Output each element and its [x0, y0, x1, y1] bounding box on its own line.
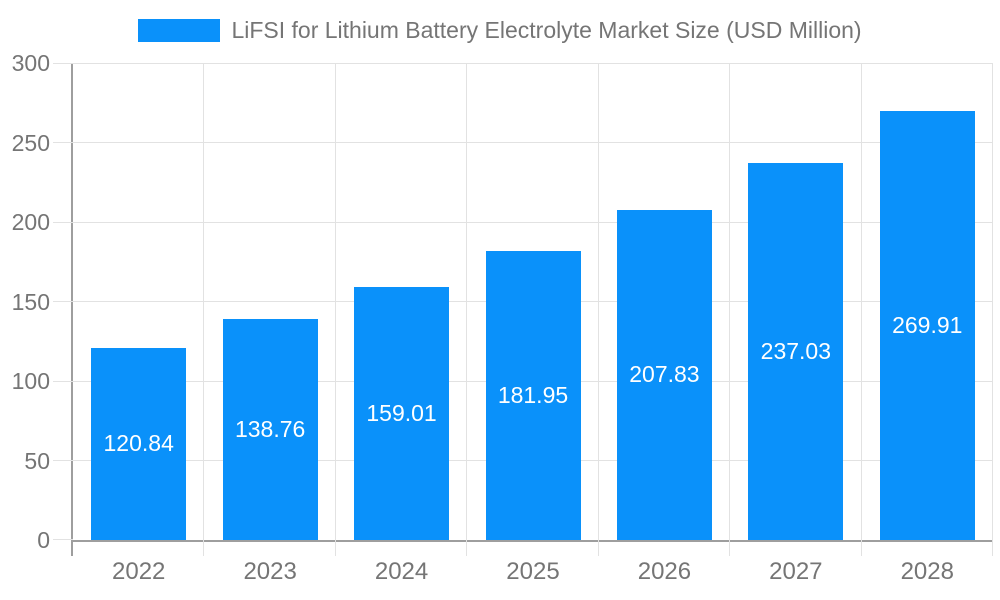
y-gridline — [53, 539, 73, 540]
x-axis-label: 2023 — [243, 558, 297, 585]
x-gridline — [466, 63, 468, 556]
bar-value-label: 269.91 — [892, 311, 963, 338]
x-gridline — [860, 63, 862, 556]
y-axis-label: 300 — [11, 50, 50, 76]
x-gridline — [729, 63, 731, 556]
legend-item[interactable]: LiFSI for Lithium Battery Electrolyte Ma… — [0, 18, 1000, 43]
legend-label: LiFSI for Lithium Battery Electrolyte Ma… — [231, 17, 862, 43]
bar: 138.76 — [222, 319, 318, 540]
x-axis-label: 2027 — [769, 558, 823, 585]
x-axis-label: 2028 — [900, 558, 954, 585]
x-gridline — [334, 63, 336, 556]
bar-value-label: 207.83 — [629, 361, 700, 388]
x-axis-label: 2022 — [112, 558, 166, 585]
x-gridline — [597, 63, 599, 556]
y-gridline — [53, 142, 993, 143]
x-axis-label: 2025 — [506, 558, 560, 585]
y-axis-tick-extension — [71, 542, 73, 556]
y-axis-label: 0 — [37, 527, 50, 553]
y-axis-label: 150 — [11, 288, 50, 315]
y-gridline — [53, 221, 993, 223]
y-axis-label: 250 — [11, 129, 50, 156]
x-axis-label: 2024 — [374, 558, 429, 585]
bar: 181.95 — [485, 250, 581, 540]
x-gridline — [203, 63, 205, 556]
y-axis-label: 100 — [11, 368, 50, 394]
bar: 159.01 — [354, 287, 450, 540]
bar: 207.83 — [616, 209, 712, 540]
legend-swatch — [138, 19, 221, 42]
plot-area: 120.84 138.76 159.01 181.95 207.83 237.03 269.… — [53, 62, 993, 585]
y-axis-label: 200 — [11, 209, 50, 235]
bar: 120.84 — [91, 347, 187, 540]
x-gridline — [992, 63, 993, 556]
bar-value-label: 237.03 — [760, 338, 832, 365]
y-axis-label: 50 — [24, 447, 50, 474]
x-axis-label: 2026 — [637, 558, 692, 585]
y-gridline — [53, 62, 993, 64]
bar-value-label: 181.95 — [497, 381, 569, 408]
bar-value-label: 120.84 — [103, 430, 174, 457]
bar-value-label: 138.76 — [234, 416, 306, 443]
bar-value-label: 159.01 — [366, 400, 437, 427]
bar: 269.91 — [879, 110, 975, 540]
bar: 237.03 — [748, 163, 844, 540]
